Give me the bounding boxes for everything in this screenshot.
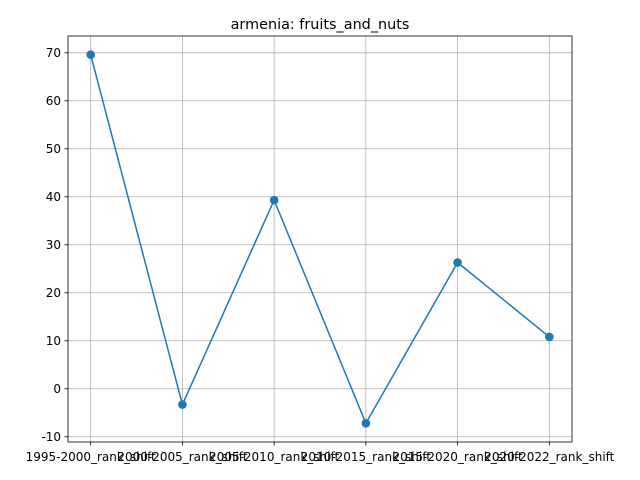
x-tick-label: 2005-2010_rank_shift	[209, 450, 339, 464]
y-tick-label: 70	[46, 46, 61, 60]
x-tick-label: 2020-2022_rank_shift	[484, 450, 614, 464]
x-axis-ticks: 1995-2000_rank_shift2000-2005_rank_shift…	[26, 442, 615, 464]
axes	[67, 35, 573, 443]
data-point	[86, 50, 95, 60]
y-tick-label: 60	[46, 94, 61, 108]
y-tick-label: 10	[46, 334, 61, 348]
series-group	[86, 50, 554, 428]
plot-frame	[67, 35, 573, 443]
x-tick-label: 2010-2015_rank_shift	[301, 450, 431, 464]
data-point	[545, 332, 554, 342]
x-tick-label: 2015-2020_rank_shift	[393, 450, 523, 464]
y-tick-label: -10	[41, 430, 61, 444]
data-point	[178, 400, 187, 409]
grid-lines	[68, 36, 572, 442]
data-point	[361, 418, 371, 428]
y-tick-label: 20	[46, 286, 61, 300]
y-tick-label: 50	[46, 142, 61, 156]
data-point	[269, 195, 279, 205]
x-tick-label: 1995-2000_rank_shift	[26, 450, 156, 464]
data-point	[453, 258, 462, 267]
series-line	[89, 54, 550, 425]
y-tick-label: 0	[53, 382, 61, 396]
chart-title: armenia: fruits_and_nuts	[231, 17, 410, 33]
x-tick-label: 2000-2005_rank_shift	[117, 450, 247, 464]
y-tick-label: 40	[46, 190, 61, 204]
y-axis-ticks: -10 0 10 20 30 40 50 60 70	[41, 46, 68, 444]
y-tick-label: 30	[46, 238, 61, 252]
